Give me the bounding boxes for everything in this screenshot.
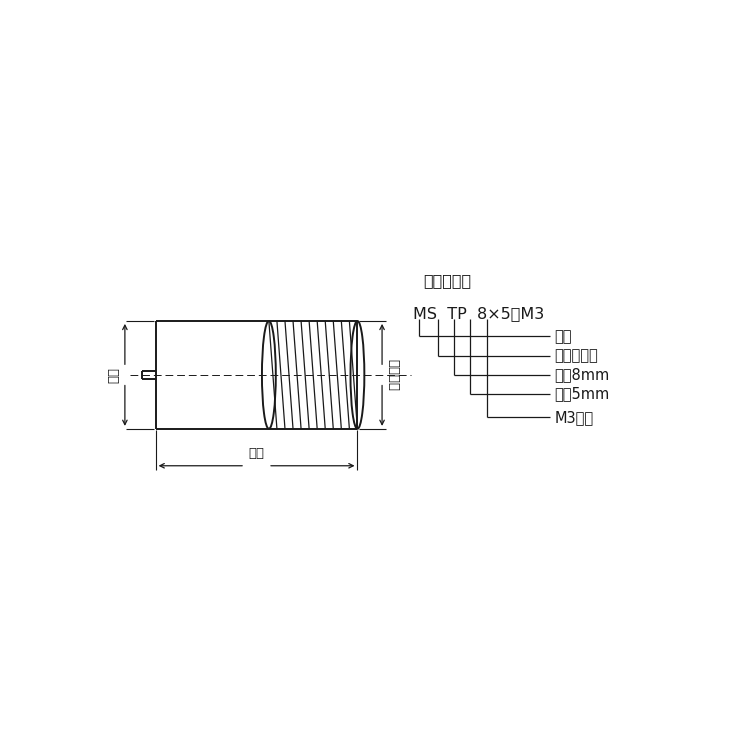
Text: 外彸8mm: 外彸8mm — [554, 368, 610, 382]
Text: M3ねじ: M3ねじ — [554, 410, 594, 424]
Text: 外径: 外径 — [107, 367, 121, 383]
Text: 軟銃: 軟銃 — [554, 329, 572, 344]
Text: 長さ: 長さ — [248, 446, 265, 460]
Text: 品番表示例: 品番表示例 — [423, 274, 471, 289]
Text: めねじ記号: めねじ記号 — [554, 348, 598, 363]
Text: MS  TP  8×5・M3: MS TP 8×5・M3 — [413, 306, 544, 321]
Text: めねじ径: めねじ径 — [386, 359, 399, 391]
Text: 長さ5mm: 長さ5mm — [554, 387, 610, 402]
